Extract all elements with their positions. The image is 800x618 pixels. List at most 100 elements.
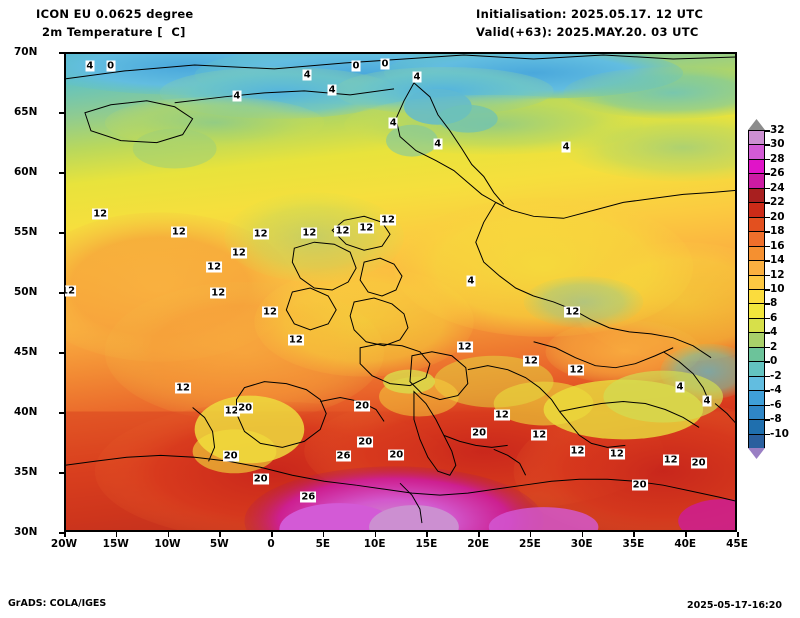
colorbar-segment	[749, 232, 764, 247]
colorbar-segment	[749, 159, 764, 175]
contour-label: 12	[301, 227, 318, 239]
colorbar-segment	[749, 131, 764, 146]
colorbar-segment	[749, 188, 764, 204]
contour-label: 26	[335, 450, 352, 462]
footer-credit: GrADS: COLA/IGES	[8, 598, 107, 609]
colorbar-segment	[749, 362, 764, 377]
contour-label: 0	[106, 60, 116, 72]
lon-tick-label: 20E	[467, 538, 490, 550]
colorbar-tick-mark	[765, 346, 770, 349]
temperature-map[interactable]: 4044400444412121212121212121212121212121…	[64, 52, 737, 532]
contour-label: 12	[287, 334, 304, 346]
lat-tick-mark	[59, 472, 64, 474]
colorbar-tick-label: 0	[770, 355, 778, 368]
contour-label: 12	[170, 226, 187, 238]
colorbar-tick-label: 26	[770, 167, 785, 180]
lat-tick-label: 50N	[14, 286, 38, 298]
lon-tick-label: 15W	[102, 538, 129, 550]
colorbar-segment	[749, 420, 764, 435]
lat-tick-label: 65N	[14, 106, 38, 118]
contour-label: 20	[690, 457, 707, 469]
colorbar-tick-mark	[765, 216, 770, 219]
contour-label: 4	[702, 395, 712, 407]
colorbar-tick-label: 14	[770, 254, 785, 267]
lon-tick-label: 15E	[415, 538, 438, 550]
lat-tick-label: 45N	[14, 346, 38, 358]
contour-label: 12	[334, 225, 351, 237]
lon-tick-mark	[426, 532, 428, 537]
lon-tick-mark	[581, 532, 584, 537]
contour-label: 12	[92, 208, 109, 220]
lon-tick-mark	[685, 532, 687, 537]
lon-tick-label: 40E	[674, 538, 697, 550]
colorbar-segment	[749, 289, 764, 305]
colorbar-tick-mark	[765, 274, 770, 277]
contour-label: 4	[85, 60, 95, 72]
lon-tick-mark	[167, 532, 170, 537]
lat-tick-mark	[59, 52, 64, 54]
colorbar-tick-label: 24	[770, 181, 785, 194]
lon-tick-label: 10E	[363, 538, 386, 550]
colorbar-tick-label: 16	[770, 239, 785, 252]
colorbar-tick-mark	[765, 332, 770, 334]
colorbar-tick-mark	[765, 317, 770, 320]
colorbar-under-cap	[748, 448, 765, 459]
colorbar-tick-mark	[765, 231, 770, 233]
contour-label: 12	[531, 429, 548, 441]
colorbar-segment	[749, 304, 764, 319]
lon-tick-label: 30E	[570, 538, 593, 550]
lon-tick-label: 10W	[154, 538, 181, 550]
lat-tick-label: 40N	[14, 406, 38, 418]
colorbar-segment	[749, 275, 764, 290]
contour-label: 12	[493, 409, 510, 421]
contour-label: 12	[569, 445, 586, 457]
contour-label: 26	[300, 491, 317, 503]
colorbar-tick-mark	[765, 245, 770, 248]
colorbar-segment	[749, 203, 764, 218]
contour-label: 20	[237, 402, 254, 414]
contour-label: 0	[351, 60, 361, 72]
lon-tick-label: 20W	[50, 538, 78, 550]
lon-tick-label: 5W	[209, 538, 229, 550]
colorbar-segment	[749, 318, 764, 334]
contour-label: 12	[358, 222, 375, 234]
contour-label: 12	[65, 285, 77, 297]
lon-tick-mark	[64, 532, 66, 537]
colorbar-tick-mark	[765, 260, 770, 262]
lat-tick-mark	[59, 352, 64, 354]
colorbar[interactable]	[748, 130, 765, 449]
lat-tick-mark	[59, 412, 64, 414]
title-model: ICON EU 0.0625 degree	[36, 7, 194, 21]
lon-tick-label: 5E	[315, 538, 331, 550]
lon-tick-mark	[374, 532, 377, 537]
contour-label: 12	[223, 405, 240, 417]
lon-tick-mark	[737, 532, 739, 537]
lon-tick-mark	[322, 532, 325, 537]
lon-tick-label: 45E	[726, 538, 748, 550]
colorbar-tick-mark	[765, 361, 770, 363]
colorbar-tick-mark	[765, 303, 770, 305]
lon-tick-mark	[271, 532, 273, 537]
contour-label: 12	[608, 448, 625, 460]
colorbar-tick-mark	[765, 130, 770, 132]
lat-tick-mark	[59, 292, 64, 294]
colorbar-tick-mark	[765, 404, 770, 407]
contour-label: 4	[561, 141, 571, 153]
initialisation-text: Initialisation: 2025.05.17. 12 UTC	[476, 7, 704, 21]
contour-label: 12	[568, 364, 585, 376]
lat-tick-label: 70N	[14, 46, 38, 58]
colorbar-segment	[749, 261, 764, 276]
colorbar-tick-label: -4	[770, 384, 782, 397]
contour-label: 4	[327, 84, 337, 96]
colorbar-tick-mark	[765, 173, 770, 175]
colorbar-tick-label: 22	[770, 196, 785, 209]
colorbar-tick-label: 8	[770, 297, 778, 310]
colorbar-tick-label: 20	[770, 210, 785, 223]
lon-tick-mark	[529, 532, 532, 537]
contour-label: 20	[354, 400, 371, 412]
title-variable: 2m Temperature [ C]	[42, 25, 186, 39]
colorbar-tick-label: 10	[770, 283, 785, 295]
contour-label: 20	[357, 436, 374, 448]
colorbar-segment	[749, 347, 764, 363]
colorbar-segment	[749, 376, 764, 392]
